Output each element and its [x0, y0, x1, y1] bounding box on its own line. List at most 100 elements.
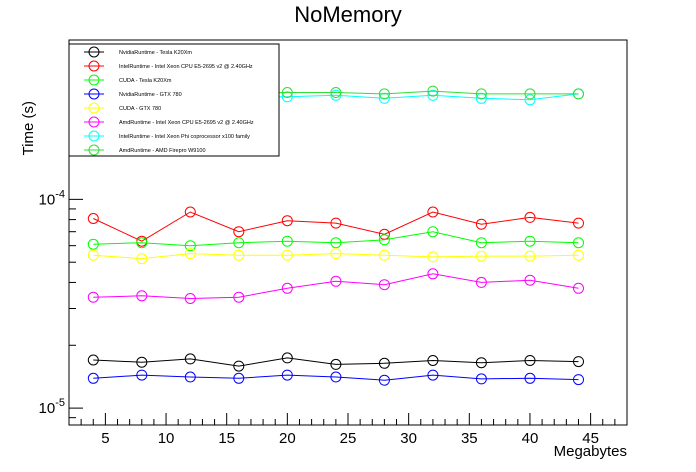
series-line	[93, 374, 579, 381]
data-point	[573, 249, 584, 261]
legend-label: NvidiaRuntime - Tesla K20Xm	[119, 50, 192, 56]
x-tick-label: 30	[400, 430, 417, 447]
data-point	[233, 249, 245, 261]
data-point	[524, 94, 536, 106]
data-point	[281, 369, 293, 381]
data-point	[136, 237, 148, 249]
data-point	[524, 88, 536, 100]
x-tick-label: 40	[522, 430, 539, 447]
data-point	[475, 276, 487, 288]
data-point	[281, 91, 293, 103]
data-point	[524, 211, 536, 223]
legend-label: CUDA - Tesla K20Xm	[119, 78, 172, 84]
x-tick-label: 35	[461, 430, 478, 447]
legend-label: IntelRuntime - Intel Xeon CPU E5-2695 v2…	[119, 64, 253, 70]
data-point	[475, 250, 487, 262]
data-point	[475, 92, 487, 104]
series-line	[93, 211, 579, 242]
data-point	[573, 356, 584, 368]
chart-title: NoMemory	[294, 2, 402, 27]
x-tick-label: 20	[279, 430, 296, 447]
data-point	[281, 215, 293, 227]
data-point	[330, 89, 342, 101]
data-point	[378, 249, 390, 261]
legend-label: AmdRuntime - Intel Xeon CPU E5-2695 v2 @…	[119, 120, 254, 126]
data-point	[233, 360, 245, 372]
data-point	[524, 250, 536, 262]
legend-swatch-marker	[88, 116, 100, 128]
data-point	[330, 248, 342, 260]
data-point	[233, 372, 245, 384]
series-line	[93, 273, 579, 300]
legend-box	[68, 43, 280, 157]
data-point	[573, 217, 584, 229]
data-point	[184, 293, 196, 304]
data-point	[427, 89, 439, 101]
data-point	[378, 88, 390, 100]
series-layer	[87, 85, 584, 386]
data-point	[233, 226, 245, 238]
data-point	[330, 371, 342, 383]
data-point	[281, 352, 293, 364]
series-line	[93, 357, 579, 367]
data-point	[378, 374, 390, 386]
x-tick-label: 45	[582, 430, 599, 447]
data-point	[330, 275, 342, 287]
data-point	[87, 291, 99, 303]
data-point	[524, 274, 536, 286]
data-point	[136, 290, 148, 302]
data-point	[281, 87, 293, 98]
data-point	[573, 88, 584, 100]
data-point	[87, 249, 99, 261]
data-point	[378, 92, 390, 104]
data-point	[87, 372, 99, 384]
data-point	[281, 282, 293, 294]
data-point	[87, 213, 99, 224]
legend-label: NvidiaRuntime - GTX 780	[119, 92, 182, 98]
y-tick-label: 10-5	[39, 397, 65, 417]
legend-swatch-marker	[88, 102, 100, 114]
legend-swatch-marker	[88, 60, 100, 72]
legend-swatch-marker	[88, 144, 100, 156]
data-point	[573, 237, 584, 249]
axis-ticks: 5 10 15 20 25 30 35 40 45 10-5 10-4	[39, 52, 628, 447]
data-point	[330, 87, 342, 98]
legend-label: IntelRuntime - Intel Xeon Phi coprocesso…	[119, 134, 250, 140]
data-point	[524, 372, 536, 384]
data-point	[233, 291, 245, 303]
data-point	[524, 355, 536, 366]
series-line	[93, 231, 579, 247]
data-point	[184, 248, 196, 260]
legend-swatch-marker	[88, 74, 100, 86]
data-point	[136, 369, 148, 381]
legend-swatch-marker	[88, 88, 100, 100]
data-point	[184, 206, 196, 218]
x-tick-label: 15	[218, 430, 235, 447]
data-point	[427, 268, 439, 280]
y-tick-label: 10-4	[39, 188, 65, 208]
data-point	[184, 240, 196, 252]
data-point	[475, 218, 487, 230]
data-point	[378, 279, 390, 291]
data-point	[475, 88, 487, 100]
data-point	[427, 226, 439, 238]
legend-swatch-marker	[88, 46, 100, 58]
x-tick-label: 5	[101, 430, 109, 447]
data-point	[233, 237, 245, 249]
data-point	[281, 235, 293, 247]
data-point	[475, 237, 487, 249]
data-point	[87, 354, 99, 366]
y-axis-label: Time (s)	[20, 101, 37, 155]
data-point	[330, 237, 342, 249]
x-axis-label: Megabytes	[554, 443, 627, 460]
data-point	[427, 369, 439, 381]
legend-label: CUDA - GTX 780	[119, 106, 161, 112]
data-point	[524, 235, 536, 247]
data-point	[136, 253, 148, 265]
data-point	[475, 373, 487, 385]
x-tick-label: 25	[340, 430, 357, 447]
legend: NvidiaRuntime - Tesla K20Xm IntelRuntime …	[68, 43, 280, 157]
series-line	[93, 253, 579, 260]
data-point	[427, 251, 439, 263]
